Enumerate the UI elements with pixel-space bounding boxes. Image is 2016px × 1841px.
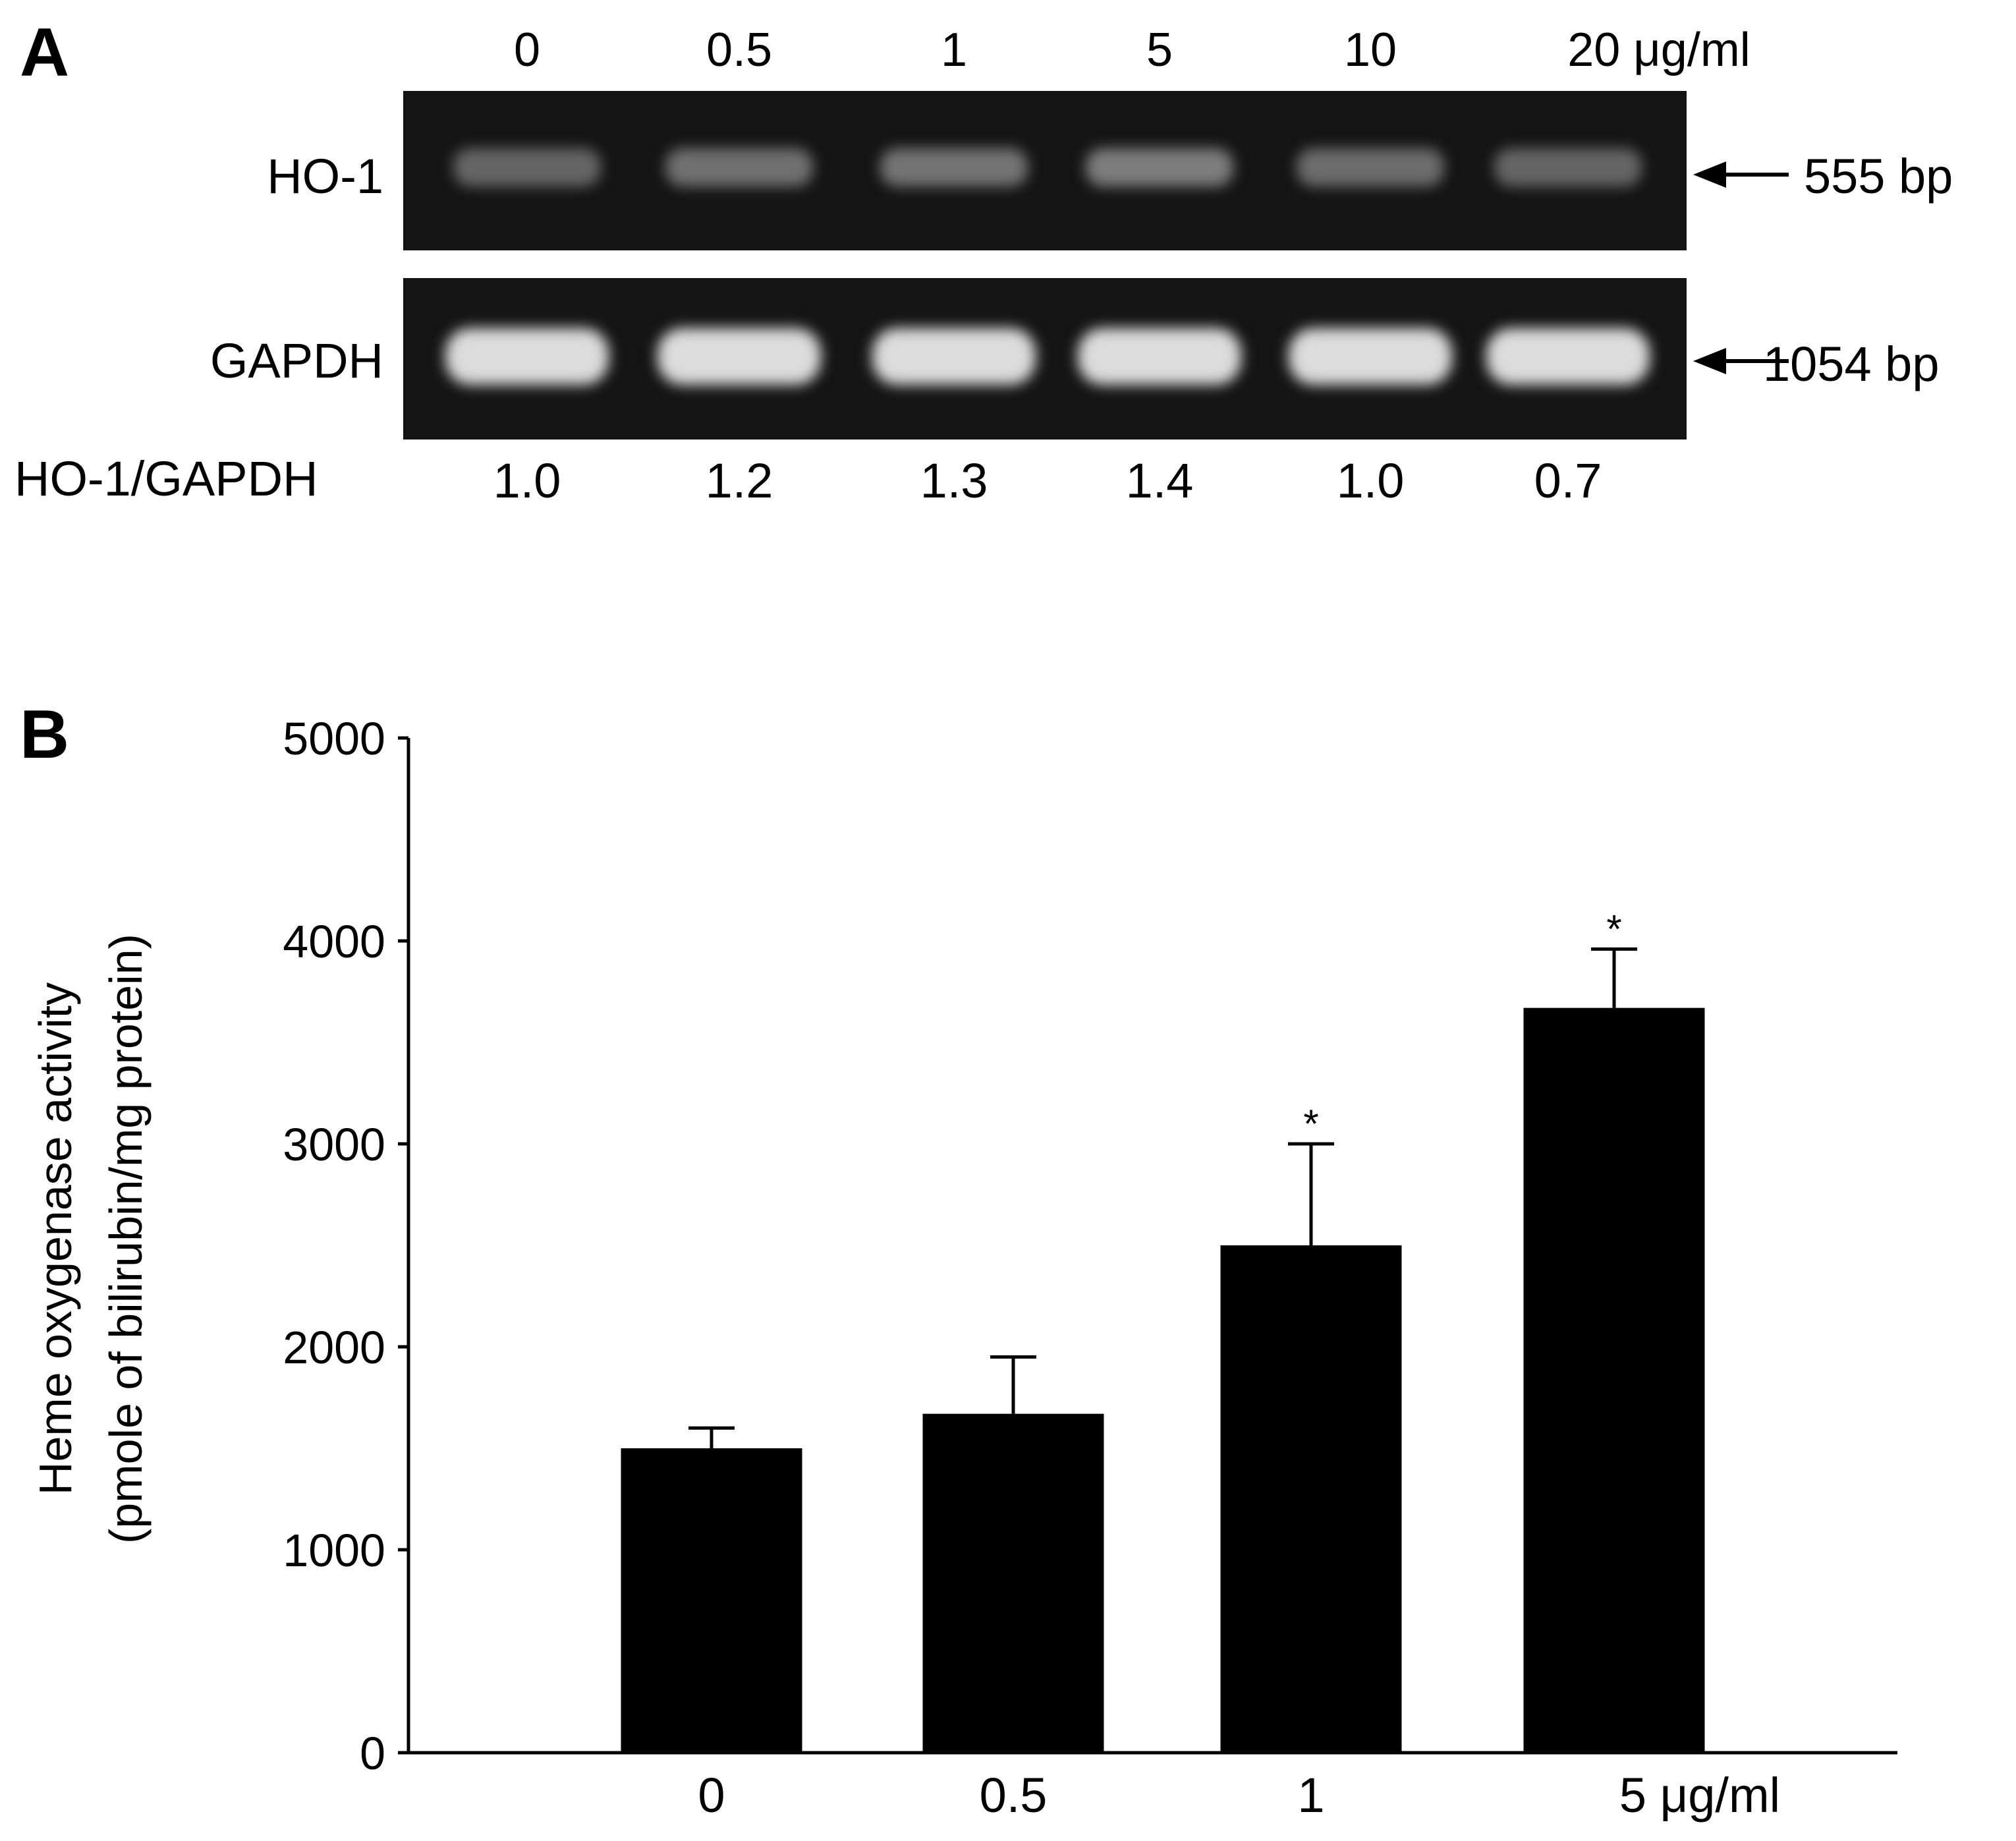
- y-ticks: 0 1000 2000 3000 4000 5000: [283, 713, 408, 1779]
- marker-gapdh-size: 1054 bp: [1763, 337, 1940, 391]
- bar: [1220, 1245, 1402, 1753]
- x-tick-labels: 0 0.5 1 5 μg/ml: [698, 1768, 1780, 1823]
- bar: [621, 1448, 802, 1753]
- y-tick-label: 1000: [283, 1525, 385, 1576]
- lane-label: 0: [514, 24, 540, 76]
- band-gapdh: [1486, 328, 1650, 385]
- y-tick-label: 4000: [283, 916, 385, 967]
- ratio-value: 1.0: [1337, 453, 1405, 508]
- lane-labels: 0 0.5 1 5 10 20 μg/ml: [514, 24, 1750, 76]
- panel-a: A 0 0.5 1 5 10 20 μg/ml HO-1 555 bp GAPDH 105…: [14, 14, 1953, 508]
- y-tick-label: 0: [360, 1728, 385, 1779]
- band-ho1: [665, 148, 813, 186]
- y-axis-label-units: (pmole of bilirubin/mg protein): [100, 934, 152, 1544]
- bar: [922, 1413, 1104, 1753]
- gel-gapdh-bands: [445, 328, 1650, 385]
- band-gapdh: [658, 328, 821, 385]
- significance-marker: *: [1606, 907, 1621, 951]
- y-axis-label: Heme oxygenase activity: [30, 982, 81, 1495]
- bars: **: [621, 907, 1705, 1753]
- ratio-value: 1.0: [493, 453, 561, 508]
- gel-gapdh-label: GAPDH: [210, 333, 383, 388]
- band-gapdh: [445, 328, 609, 385]
- ratio-value: 1.3: [920, 453, 988, 508]
- gel-ho1-label: HO-1: [267, 149, 383, 204]
- ratio-label: HO-1/GAPDH: [14, 451, 318, 506]
- marker-arrow-gapdh: [1693, 348, 1726, 374]
- panel-a-label: A: [20, 14, 69, 91]
- y-tick-label: 2000: [283, 1322, 385, 1373]
- band-gapdh: [872, 328, 1036, 385]
- x-tick-label: 1: [1297, 1768, 1324, 1823]
- ratio-value: 0.7: [1534, 453, 1602, 508]
- bar: [1523, 1007, 1705, 1753]
- gel-ho1: HO-1 555 bp: [267, 91, 1953, 250]
- gel-ho1-background: [403, 91, 1687, 250]
- x-tick-label: 5 μg/ml: [1619, 1768, 1780, 1823]
- band-gapdh: [1078, 328, 1241, 385]
- gel-gapdh: GAPDH 1054 bp: [210, 278, 1940, 439]
- lane-label: 20 μg/ml: [1567, 24, 1750, 76]
- gel-ho1-bands: [453, 148, 1642, 186]
- y-tick-label: 3000: [283, 1119, 385, 1170]
- band-ho1: [1297, 148, 1444, 186]
- lane-label: 1: [941, 24, 967, 76]
- lane-label: 10: [1344, 24, 1397, 76]
- significance-marker: *: [1303, 1102, 1318, 1146]
- x-tick-label: 0: [698, 1768, 725, 1823]
- panel-b-label: B: [20, 696, 69, 773]
- band-ho1: [1086, 148, 1233, 186]
- ratio-value: 1.2: [706, 453, 773, 508]
- band-ho1: [453, 148, 601, 186]
- band-gapdh: [1289, 328, 1452, 385]
- x-tick-label: 0.5: [980, 1768, 1048, 1823]
- marker-arrow-ho1: [1693, 161, 1726, 188]
- ratio-value: 1.4: [1126, 453, 1194, 508]
- ratio-values: 1.0 1.2 1.3 1.4 1.0 0.7: [493, 453, 1602, 508]
- marker-ho1-size: 555 bp: [1804, 149, 1953, 204]
- gel-gapdh-background: [403, 278, 1687, 439]
- band-ho1: [880, 148, 1028, 186]
- band-ho1: [1494, 148, 1642, 186]
- y-tick-label: 5000: [283, 713, 385, 764]
- lane-label: 0.5: [706, 24, 772, 76]
- lane-label: 5: [1146, 24, 1173, 76]
